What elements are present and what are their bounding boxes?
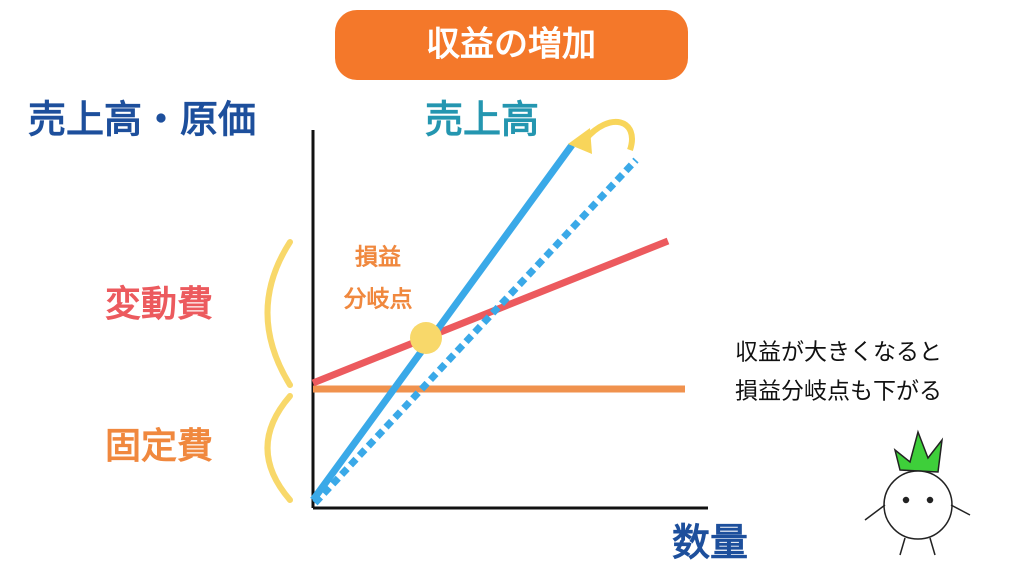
break-even-label: 損益 xyxy=(355,244,401,271)
shift-arrow-head xyxy=(568,128,592,154)
mascot xyxy=(864,429,971,556)
variable-cost-label: 変動費 xyxy=(105,283,213,325)
sales-line xyxy=(310,142,575,503)
sales-label: 売上高 xyxy=(425,98,539,142)
shift-arrow xyxy=(582,119,635,151)
x-axis-label: 数量 xyxy=(672,521,748,565)
banner-title: 収益の増加 xyxy=(426,25,596,65)
fixed-cost-label: 固定費 xyxy=(105,426,213,467)
total-cost-line xyxy=(311,237,670,387)
note-line: 収益が大きくなると xyxy=(735,340,942,366)
y-axis-label: 売上高・原価 xyxy=(28,98,256,142)
old-sales-line xyxy=(312,157,639,506)
note-line: 損益分岐点も下がる xyxy=(735,379,942,405)
break-even-label: 分岐点 xyxy=(344,287,413,313)
variable-bracket xyxy=(264,239,293,388)
banner xyxy=(335,10,688,80)
fixed-bracket xyxy=(264,393,293,503)
break-even-point xyxy=(410,322,442,354)
